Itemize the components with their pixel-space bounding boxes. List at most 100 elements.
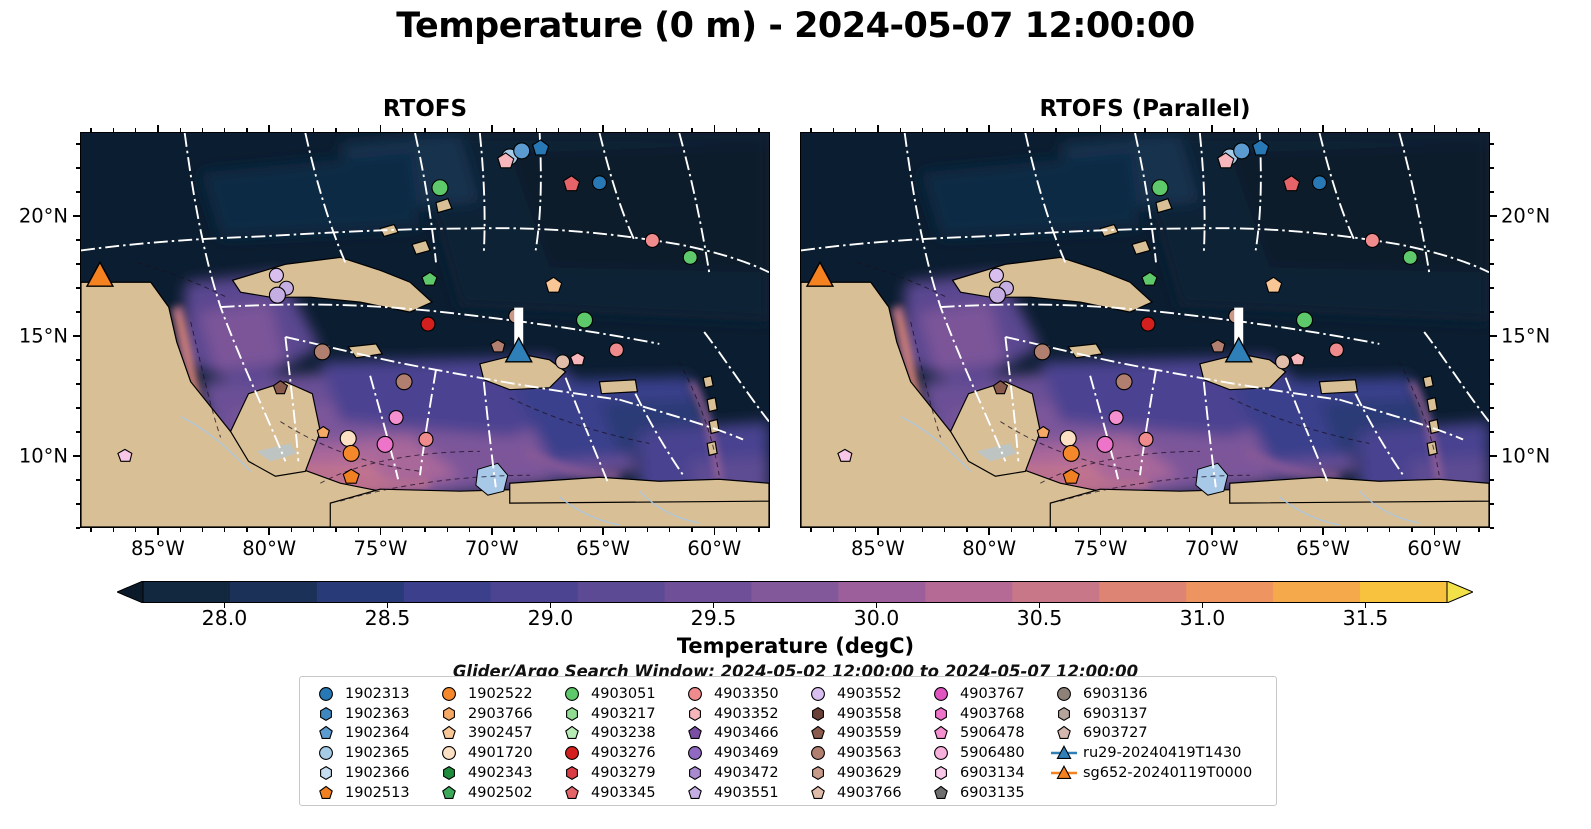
legend-marker: [555, 784, 589, 802]
legend-label: 1902363: [345, 705, 410, 722]
hexagon-marker-icon: [1058, 706, 1070, 721]
lat-tick: [1490, 335, 1497, 337]
legend-item[interactable]: 1902363: [309, 704, 432, 724]
legend-item[interactable]: 1902364: [309, 724, 432, 744]
legend-item[interactable]: 6903137: [1047, 704, 1247, 724]
lon-minor-tick: [1344, 128, 1346, 132]
legend-label: sg652-20240119T0000: [1083, 765, 1253, 782]
legend-item[interactable]: 4903238: [555, 724, 678, 744]
glider-argo-legend[interactable]: 1902313 1902363 1902364 1902365 1902366 19025…: [299, 676, 1277, 806]
circle-marker-icon: [811, 746, 825, 761]
legend-item[interactable]: 4903629: [801, 763, 924, 783]
map-panel-rtofs[interactable]: [80, 132, 770, 528]
legend-label: 1902364: [345, 725, 410, 742]
legend-label: 4903629: [837, 765, 902, 782]
legend-item[interactable]: 3902457: [432, 724, 555, 744]
lon-tick-label: 85°W: [850, 537, 905, 560]
legend-item[interactable]: 4901720: [432, 743, 555, 763]
legend-item[interactable]: 4903768: [924, 704, 1047, 724]
lon-minor-tick: [179, 528, 181, 532]
legend-label: 4902502: [468, 784, 533, 801]
legend-item[interactable]: 4903279: [555, 763, 678, 783]
legend-label: 2903766: [468, 705, 533, 722]
legend-item[interactable]: 2903766: [432, 704, 555, 724]
lon-minor-tick: [646, 128, 649, 132]
legend-column: 1902522 2903766 3902457 4901720 4902343 49025…: [432, 684, 555, 803]
legend-label: 6903135: [960, 784, 1025, 801]
legend-marker: [678, 685, 712, 703]
legend-item[interactable]: 4903469: [678, 743, 801, 763]
colorbar-tick-label: 29.5: [690, 606, 737, 630]
lon-minor-tick: [832, 128, 835, 132]
lon-minor-tick: [90, 528, 92, 532]
circle-marker-icon: [442, 686, 456, 701]
glider-ru29-track: [1224, 307, 1253, 363]
legend-item[interactable]: 4902343: [432, 763, 555, 783]
lon-minor-tick: [402, 528, 404, 532]
colorbar-tick: [549, 603, 552, 608]
pentagon-marker-icon: [688, 726, 702, 740]
triangle-line-marker-icon: [1051, 745, 1077, 760]
pentagon-marker-icon: [811, 785, 825, 799]
lake-maracaibo: [1195, 462, 1229, 496]
legend-item[interactable]: 5906478: [924, 724, 1047, 744]
legend-item[interactable]: 4903551: [678, 783, 801, 803]
lat-minor-tick: [76, 527, 80, 529]
lon-minor-tick: [1255, 128, 1257, 132]
lat-minor-tick: [76, 287, 80, 289]
legend-item[interactable]: sg652-20240119T0000: [1047, 763, 1252, 783]
lon-minor-tick: [624, 528, 626, 532]
legend-item[interactable]: 4903276: [555, 743, 678, 763]
legend-item[interactable]: 1902366: [309, 763, 432, 783]
legend-item[interactable]: 4903766: [801, 783, 924, 803]
colorbar-tick: [223, 603, 226, 608]
legend-item[interactable]: ru29-20240419T1430: [1047, 743, 1247, 763]
legend-item[interactable]: 6903727: [1047, 724, 1247, 744]
legend-item[interactable]: 4903559: [801, 724, 924, 744]
legend-item[interactable]: 4903767: [924, 684, 1047, 704]
colorbar-tick-label: 29.0: [527, 606, 574, 630]
colorbar-segment: [1186, 581, 1274, 603]
legend-item[interactable]: 1902365: [309, 743, 432, 763]
lat-tick: [1490, 455, 1497, 457]
legend-marker: [1047, 744, 1081, 762]
circle-marker-icon: [565, 746, 579, 761]
lon-minor-tick: [1233, 528, 1235, 532]
lon-minor-tick: [535, 528, 537, 532]
legend-item[interactable]: 4903217: [555, 704, 678, 724]
legend-column: 4903051 4903217 4903238 4903276 4903279 49033…: [555, 684, 678, 803]
lat-minor-tick: [1490, 239, 1494, 241]
legend-item[interactable]: 6903135: [924, 783, 1047, 803]
legend-item[interactable]: 4903051: [555, 684, 678, 704]
legend-item[interactable]: 6903136: [1047, 684, 1247, 704]
map-panel-rtofs-parallel[interactable]: [800, 132, 1490, 528]
legend-item[interactable]: 1902513: [309, 783, 432, 803]
lat-tick: [73, 215, 80, 217]
circle-marker-icon: [319, 746, 333, 761]
legend-item[interactable]: 4903345: [555, 783, 678, 803]
legend-item[interactable]: 6903134: [924, 763, 1047, 783]
lon-minor-tick: [1300, 128, 1302, 132]
lat-minor-tick: [76, 431, 80, 433]
colorbar[interactable]: [117, 581, 1473, 603]
legend-item[interactable]: 4903466: [678, 724, 801, 744]
lat-tick-label: 20°N: [18, 204, 68, 228]
legend-item[interactable]: 1902313: [309, 684, 432, 704]
legend-marker: [432, 685, 466, 703]
lon-minor-tick: [1077, 528, 1079, 532]
legend-item[interactable]: 4903563: [801, 743, 924, 763]
lon-minor-tick: [1277, 128, 1280, 132]
legend-item[interactable]: 4903350: [678, 684, 801, 704]
legend-item[interactable]: 4903552: [801, 684, 924, 704]
legend-item[interactable]: 4902502: [432, 783, 555, 803]
lon-minor-tick: [335, 528, 337, 532]
legend-item[interactable]: 4903472: [678, 763, 801, 783]
legend-item[interactable]: 4903352: [678, 704, 801, 724]
hexagon-marker-icon: [689, 766, 701, 781]
land-polygons: [81, 197, 769, 527]
pentagon-marker-icon: [565, 726, 579, 740]
colorbar-segment: [577, 581, 666, 603]
legend-item[interactable]: 4903558: [801, 704, 924, 724]
legend-item[interactable]: 5906480: [924, 743, 1047, 763]
legend-item[interactable]: 1902522: [432, 684, 555, 704]
